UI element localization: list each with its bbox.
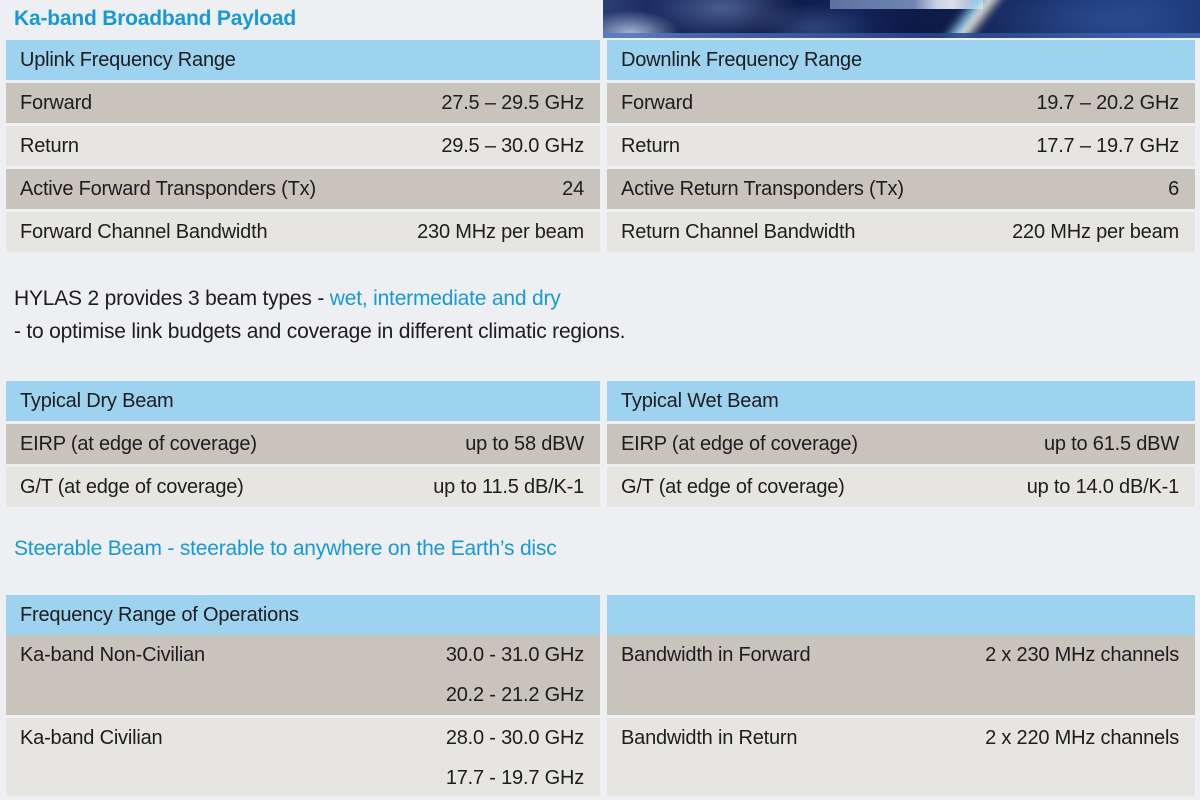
row-value: 230 MHz per beam [417, 221, 584, 243]
downlink-table-header: Downlink Frequency Range [607, 40, 1195, 80]
beam-tables-section: Typical Dry Beam EIRP (at edge of covera… [6, 381, 1195, 507]
row-values: 30.0 - 31.0 GHz 20.2 - 21.2 GHz [446, 635, 584, 715]
row-value: up to 14.0 dB/K-1 [1026, 476, 1179, 498]
operations-right-column: Bandwidth in Forward 2 x 230 MHz channel… [607, 595, 1195, 796]
operations-header-spacer [607, 595, 1195, 635]
row-values: 28.0 - 30.0 GHz 17.7 - 19.7 GHz [446, 718, 584, 798]
dry-beam-table-header: Typical Dry Beam [6, 381, 600, 421]
row-label: G/T (at edge of coverage) [621, 476, 845, 498]
row-value: 20.2 - 21.2 GHz [445, 684, 584, 706]
row-label: Return [621, 135, 680, 157]
downlink-column: Downlink Frequency Range Forward 19.7 – … [607, 0, 1195, 252]
dry-beam-column: Typical Dry Beam EIRP (at edge of covera… [6, 381, 600, 507]
row-value: 28.0 - 30.0 GHz [445, 727, 584, 749]
table-row: G/T (at edge of coverage) up to 11.5 dB/… [6, 467, 600, 507]
row-label: Ka-band Non-Civilian [20, 644, 205, 666]
uplink-table-header: Uplink Frequency Range [6, 40, 600, 80]
top-tables-section: Ka-band Broadband Payload Uplink Frequen… [6, 0, 1195, 252]
row-value: 30.0 - 31.0 GHz [445, 644, 584, 666]
row-label: Return Channel Bandwidth [621, 221, 856, 243]
row-value: up to 11.5 dB/K-1 [433, 476, 584, 498]
table-row: EIRP (at edge of coverage) up to 58 dBW [6, 424, 600, 464]
beam-types-paragraph: HYLAS 2 provides 3 beam types - wet, int… [14, 282, 1200, 348]
row-values: 2 x 230 MHz channels [985, 635, 1179, 675]
table-row: Ka-band Civilian 28.0 - 30.0 GHz 17.7 - … [6, 718, 600, 796]
table-row: Return 29.5 – 30.0 GHz [6, 126, 600, 166]
row-label: Forward [621, 92, 693, 114]
row-value: 24 [562, 178, 584, 200]
photo-highlight-bar [830, 0, 983, 9]
row-label: Active Forward Transponders (Tx) [20, 178, 316, 200]
row-label: Bandwidth in Forward [621, 644, 811, 666]
page-title: Ka-band Broadband Payload [6, 0, 600, 40]
row-label: EIRP (at edge of coverage) [20, 433, 257, 455]
table-row: Bandwidth in Forward 2 x 230 MHz channel… [607, 635, 1195, 715]
row-value: up to 61.5 dBW [1043, 433, 1179, 455]
earth-from-space-photo [603, 0, 1200, 38]
row-value: 17.7 - 19.7 GHz [445, 767, 584, 789]
row-label: EIRP (at edge of coverage) [621, 433, 858, 455]
paragraph-text: HYLAS 2 provides 3 beam types - [14, 287, 330, 310]
paragraph-line-1: HYLAS 2 provides 3 beam types - wet, int… [14, 282, 1200, 315]
table-row: Return Channel Bandwidth 220 MHz per bea… [607, 212, 1195, 252]
table-row: Bandwidth in Return 2 x 220 MHz channels [607, 718, 1195, 796]
table-row: G/T (at edge of coverage) up to 14.0 dB/… [607, 467, 1195, 507]
paragraph-highlight-text: wet, intermediate and dry [329, 287, 561, 310]
table-row: Return 17.7 – 19.7 GHz [607, 126, 1195, 166]
row-value: 27.5 – 29.5 GHz [441, 92, 584, 114]
row-value: 17.7 – 19.7 GHz [1036, 135, 1179, 157]
row-value: 29.5 – 30.0 GHz [441, 135, 584, 157]
row-value: 2 x 220 MHz channels [985, 727, 1179, 749]
wet-beam-column: Typical Wet Beam EIRP (at edge of covera… [607, 381, 1195, 507]
table-row: Forward 19.7 – 20.2 GHz [607, 83, 1195, 123]
row-label: Forward Channel Bandwidth [20, 221, 268, 243]
row-label: Bandwidth in Return [621, 727, 798, 749]
row-values: 2 x 220 MHz channels [985, 718, 1179, 758]
row-label: G/T (at edge of coverage) [20, 476, 244, 498]
row-label: Return [20, 135, 79, 157]
table-row: Forward Channel Bandwidth 230 MHz per be… [6, 212, 600, 252]
table-row: EIRP (at edge of coverage) up to 61.5 dB… [607, 424, 1195, 464]
operations-left-column: Frequency Range of Operations Ka-band No… [6, 595, 600, 796]
row-value: 2 x 230 MHz channels [985, 644, 1179, 666]
row-value: 6 [1168, 178, 1179, 200]
row-label: Active Return Transponders (Tx) [621, 178, 904, 200]
table-row: Forward 27.5 – 29.5 GHz [6, 83, 600, 123]
wet-beam-table-header: Typical Wet Beam [607, 381, 1195, 421]
row-value: 220 MHz per beam [1012, 221, 1179, 243]
table-row: Active Return Transponders (Tx) 6 [607, 169, 1195, 209]
row-value: up to 58 dBW [465, 433, 584, 455]
operations-table-section: Frequency Range of Operations Ka-band No… [6, 595, 1195, 796]
row-label: Ka-band Civilian [20, 727, 163, 749]
steerable-beam-note: Steerable Beam - steerable to anywhere o… [14, 537, 557, 560]
row-value: 19.7 – 20.2 GHz [1036, 92, 1179, 114]
paragraph-line-2: - to optimise link budgets and coverage … [14, 320, 626, 343]
row-label: Forward [20, 92, 92, 114]
uplink-column: Ka-band Broadband Payload Uplink Frequen… [6, 0, 600, 252]
table-row: Active Forward Transponders (Tx) 24 [6, 169, 600, 209]
table-row: Ka-band Non-Civilian 30.0 - 31.0 GHz 20.… [6, 635, 600, 715]
operations-table-header: Frequency Range of Operations [6, 595, 600, 635]
